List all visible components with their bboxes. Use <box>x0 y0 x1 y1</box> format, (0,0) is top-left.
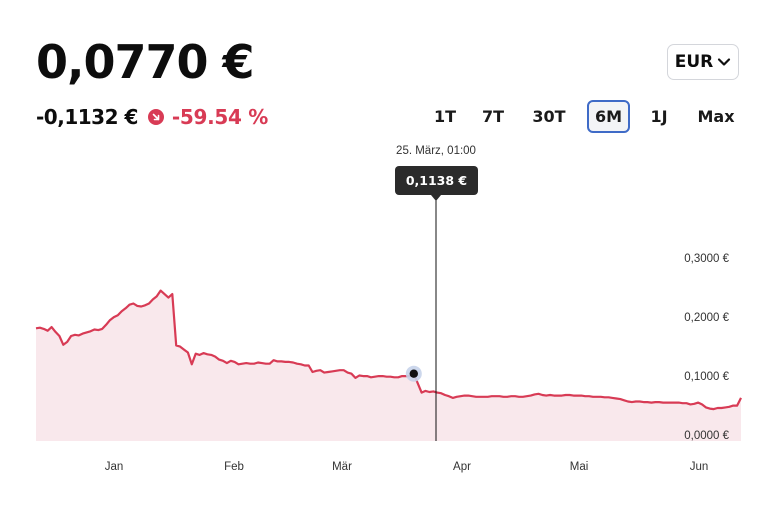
range-tab-6m[interactable]: 6M <box>587 100 630 133</box>
x-tick-label: Jan <box>105 461 124 473</box>
range-tab-7t[interactable]: 7T <box>481 107 505 126</box>
range-tab-1t[interactable]: 1T <box>433 107 457 126</box>
change-absolute: -0,1132 € <box>36 105 138 129</box>
x-tick-label: Feb <box>224 461 244 473</box>
tooltip-pointer <box>431 195 441 201</box>
x-tick-label: Mär <box>332 461 352 473</box>
arrow-down-right-icon <box>147 109 164 125</box>
tooltip-date: 25. März, 01:00 <box>396 145 476 157</box>
x-tick-label: Jun <box>690 461 709 473</box>
price-area-fill <box>36 290 741 441</box>
price-change: -0,1132 € -59.54 % <box>36 102 268 132</box>
range-tab-max[interactable]: Max <box>697 107 735 126</box>
range-tab-30t[interactable]: 30T <box>532 107 566 126</box>
currency-label: EUR <box>674 52 714 72</box>
chevron-down-icon <box>718 58 731 66</box>
y-tick-label: 0,0000 € <box>684 430 729 442</box>
y-tick-label: 0,2000 € <box>684 312 729 324</box>
currency-dropdown[interactable]: EUR <box>667 44 739 80</box>
x-tick-label: Apr <box>453 461 471 473</box>
tooltip-box <box>395 166 478 195</box>
y-tick-label: 0,3000 € <box>684 253 729 265</box>
price-line <box>35 289 742 411</box>
x-tick-label: Mai <box>570 461 589 473</box>
tooltip-value: 0,1138 € <box>406 173 467 188</box>
hover-point <box>409 369 418 378</box>
y-tick-label: 0,1000 € <box>684 371 729 383</box>
change-percent: -59.54 % <box>171 105 269 129</box>
current-price: 0,0770 € <box>36 35 255 89</box>
range-tab-1j[interactable]: 1J <box>650 107 668 126</box>
